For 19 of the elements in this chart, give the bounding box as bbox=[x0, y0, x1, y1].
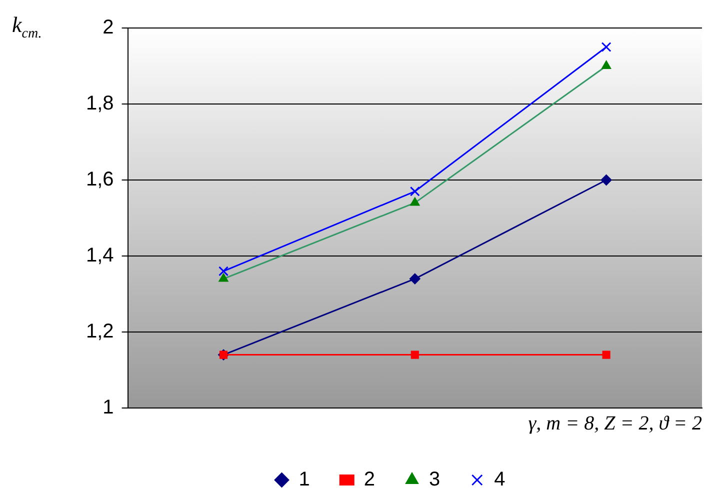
legend-label: 3 bbox=[429, 468, 440, 491]
point bbox=[410, 350, 419, 359]
point bbox=[600, 174, 612, 186]
point bbox=[602, 350, 610, 359]
point bbox=[409, 273, 420, 284]
point bbox=[601, 42, 612, 52]
y-tick-label: 1,2 bbox=[86, 320, 114, 343]
point bbox=[218, 266, 228, 276]
legend-label: 1 bbox=[298, 468, 310, 491]
y-tick-label: 1,6 bbox=[86, 168, 114, 191]
legend-label: 2 bbox=[364, 468, 375, 491]
point bbox=[410, 186, 420, 196]
y-axis-title: k$_{ст.}$ bbox=[12, 12, 42, 42]
y-tick-label: 2 bbox=[102, 16, 114, 39]
legend-label: 4 bbox=[494, 468, 506, 491]
y-tick-label: 1,4 bbox=[86, 244, 114, 267]
x-axis-title: γ, m = 8, Z = 2, ϑ = 2 bbox=[528, 412, 702, 434]
y-tick-label: 1,8 bbox=[86, 92, 114, 115]
y-tick-label: 1 bbox=[102, 396, 114, 419]
